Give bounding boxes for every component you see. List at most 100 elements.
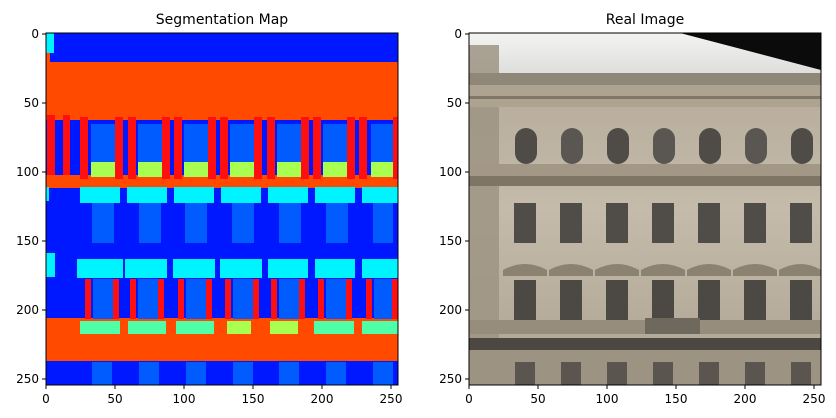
photo-window	[744, 280, 766, 320]
photo-window	[790, 203, 812, 243]
seg-pier	[130, 279, 136, 319]
seg-pier	[318, 279, 324, 319]
x-tick-label: 200	[311, 392, 334, 406]
seg-window	[186, 279, 206, 319]
photo-window	[514, 203, 536, 243]
seg-lintel	[174, 187, 214, 203]
photo-pediment	[503, 264, 547, 276]
photo-window	[652, 203, 674, 243]
seg-pier	[63, 115, 70, 175]
real-image-y-axis: 0 50 100 150 200 250	[439, 27, 469, 386]
seg-lower-windows	[85, 279, 398, 319]
seg-lintel	[362, 187, 398, 203]
photo-window	[560, 203, 582, 243]
real-image-photo	[469, 33, 821, 385]
seg-pier	[174, 117, 182, 179]
photo-ground-windows	[515, 362, 811, 385]
seg-window	[186, 362, 206, 385]
segmentation-y-axis: 0 50 100 150 200 250	[16, 27, 46, 386]
y-tick-label: 0	[31, 27, 39, 41]
seg-window	[91, 124, 115, 162]
seg-pier	[128, 117, 136, 179]
seg-lintel	[268, 259, 308, 278]
photo-window	[791, 362, 811, 385]
seg-sill	[362, 321, 398, 334]
seg-balcony	[371, 162, 393, 177]
seg-window	[233, 279, 253, 319]
seg-window	[323, 124, 347, 162]
y-tick-label: 250	[16, 372, 39, 386]
seg-middle-windows	[80, 187, 398, 243]
photo-middle-windows	[514, 203, 812, 243]
seg-lintel	[80, 187, 120, 203]
photo-pediment	[595, 264, 639, 276]
photo-window	[791, 128, 813, 164]
seg-balcony	[184, 162, 208, 177]
seg-window	[326, 203, 348, 243]
seg-pier	[301, 117, 309, 179]
photo-pediment	[549, 264, 593, 276]
seg-lintel	[315, 259, 355, 278]
seg-sill	[270, 321, 298, 334]
seg-pier	[267, 117, 275, 179]
seg-window	[184, 124, 208, 162]
photo-dark-corner	[680, 33, 821, 70]
photo-window	[653, 128, 675, 164]
photo-ground-cornice	[469, 338, 821, 350]
seg-lintel	[268, 187, 308, 203]
seg-window	[138, 124, 162, 162]
seg-pier	[220, 117, 228, 179]
seg-window	[279, 203, 301, 243]
photo-upper-windows	[469, 128, 821, 176]
seg-lintel	[125, 259, 167, 278]
seg-upper-cornice	[46, 62, 398, 120]
seg-window	[93, 279, 113, 319]
segmentation-map-image	[45, 32, 399, 386]
seg-lintel	[173, 259, 215, 278]
seg-window	[326, 362, 346, 385]
photo-pediment	[779, 264, 821, 276]
seg-lintel	[362, 259, 398, 278]
seg-window	[92, 362, 112, 385]
y-tick-label: 0	[454, 27, 462, 41]
y-tick-label: 250	[439, 372, 462, 386]
photo-window	[790, 280, 812, 320]
seg-window	[233, 362, 253, 385]
seg-pier	[347, 117, 355, 179]
y-tick-label: 50	[24, 96, 39, 110]
photo-window	[607, 362, 627, 385]
seg-pier	[206, 279, 212, 319]
seg-pier	[225, 279, 231, 319]
y-tick-label: 50	[447, 96, 462, 110]
seg-lintel	[221, 187, 261, 203]
x-tick-label: 100	[173, 392, 196, 406]
seg-upper-windows	[47, 115, 398, 179]
seg-pier	[115, 117, 123, 179]
real-image-title: Real Image	[606, 12, 684, 28]
seg-window	[277, 124, 301, 162]
photo-window	[653, 362, 673, 385]
photo-window	[606, 203, 628, 243]
seg-pier	[392, 279, 398, 319]
y-tick-label: 150	[16, 234, 39, 248]
photo-central-balcony	[645, 318, 700, 334]
segmentation-x-axis: 0 50 100 150 200 250	[42, 385, 402, 406]
seg-balcony	[323, 162, 347, 177]
photo-window	[515, 362, 535, 385]
seg-sills	[80, 321, 398, 334]
x-tick-label: 150	[242, 392, 265, 406]
seg-lower-lintels	[77, 259, 398, 278]
photo-window	[699, 362, 719, 385]
seg-window	[230, 124, 254, 162]
seg-sill	[128, 321, 166, 334]
seg-window	[371, 124, 393, 162]
seg-ground-windows	[92, 362, 393, 385]
seg-sill	[176, 321, 214, 334]
photo-pediment	[687, 264, 731, 276]
y-tick-label: 200	[439, 303, 462, 317]
seg-balcony	[277, 162, 301, 177]
real-image-x-axis: 0 50 100 150 200 250	[465, 385, 825, 406]
seg-pier	[271, 279, 277, 319]
seg-lintel	[127, 187, 167, 203]
